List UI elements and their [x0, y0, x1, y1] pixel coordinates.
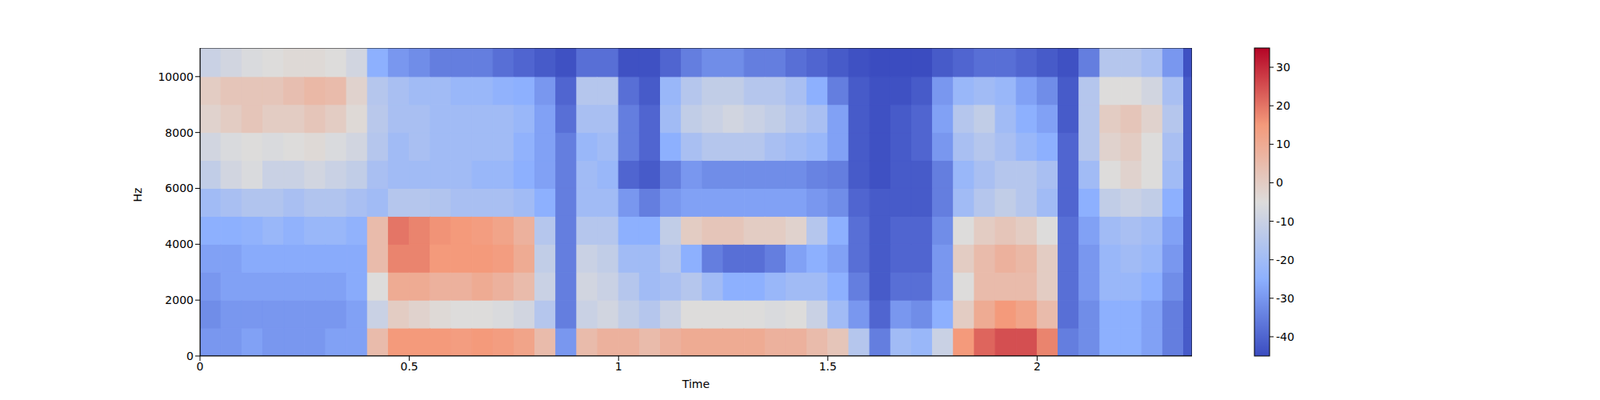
svg-text:0: 0 — [196, 360, 204, 373]
svg-text:6000: 6000 — [164, 181, 194, 195]
svg-text:-40: -40 — [1276, 330, 1295, 344]
svg-text:-30: -30 — [1276, 292, 1295, 305]
svg-text:10: 10 — [1276, 137, 1291, 151]
svg-text:4000: 4000 — [164, 237, 194, 251]
svg-text:0: 0 — [1276, 176, 1284, 189]
svg-text:1.5: 1.5 — [819, 360, 837, 373]
svg-text:-10: -10 — [1276, 215, 1295, 228]
svg-text:0: 0 — [186, 349, 194, 363]
svg-text:1: 1 — [615, 360, 623, 373]
svg-text:0.5: 0.5 — [400, 360, 418, 373]
svg-text:Hz: Hz — [131, 188, 144, 203]
svg-text:20: 20 — [1276, 99, 1291, 112]
svg-text:2: 2 — [1033, 360, 1041, 373]
svg-text:2000: 2000 — [164, 293, 194, 307]
svg-text:8000: 8000 — [164, 126, 194, 140]
svg-text:Time: Time — [681, 377, 710, 391]
svg-text:10000: 10000 — [157, 70, 194, 84]
svg-text:-20: -20 — [1276, 253, 1295, 267]
svg-text:30: 30 — [1276, 60, 1291, 74]
